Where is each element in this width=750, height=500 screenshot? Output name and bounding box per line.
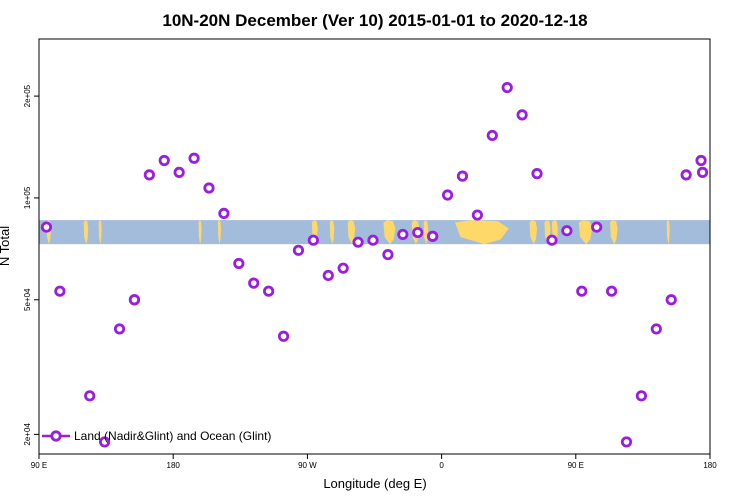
land-segment: [423, 220, 429, 245]
data-point: [576, 285, 588, 297]
land-segment: [578, 220, 593, 245]
x-tick-label: 90 E: [31, 461, 47, 470]
land-segment: [217, 220, 221, 245]
land-segment: [83, 220, 89, 245]
data-point: [188, 152, 200, 164]
land-segment: [329, 220, 335, 245]
land-segment: [198, 220, 202, 245]
data-point: [218, 207, 230, 220]
data-point: [277, 330, 290, 342]
x-axis-label: Longitude (deg E): [323, 476, 426, 491]
x-tick-label: 180: [167, 461, 181, 470]
data-point: [591, 221, 603, 233]
data-point: [54, 285, 66, 297]
data-point: [143, 169, 155, 181]
chart-title: 10N-20N December (Ver 10) 2015-01-01 to …: [162, 11, 587, 30]
legend-label: Land (Nadir&Glint) and Ocean (Glint): [74, 429, 271, 443]
data-point: [501, 81, 513, 94]
y-tick-label: 5e+04: [23, 288, 32, 311]
data-point: [367, 234, 379, 246]
data-point: [486, 129, 498, 142]
x-tick-label: 180: [703, 461, 717, 470]
data-point: [605, 285, 618, 297]
data-point: [263, 285, 275, 297]
data-point: [248, 277, 260, 289]
data-point: [158, 154, 170, 167]
data-point: [352, 236, 364, 248]
y-tick-label: 1e+05: [23, 186, 32, 209]
data-point: [441, 189, 454, 201]
data-point: [99, 436, 111, 448]
data-point: [665, 294, 677, 306]
data-point: [203, 182, 215, 194]
land-segment: [347, 220, 356, 245]
data-point: [40, 221, 53, 233]
data-point: [680, 169, 692, 181]
y-axis-label: N Total: [0, 226, 12, 266]
data-point: [173, 166, 185, 178]
plot-frame: [38, 38, 711, 455]
land-segment: [98, 220, 102, 245]
data-point: [322, 269, 334, 282]
data-point: [696, 166, 709, 178]
data-point: [412, 226, 424, 239]
data-point: [546, 234, 558, 246]
data-point: [561, 225, 573, 237]
data-point: [128, 294, 141, 306]
y-axis: 2e+04 5e+04 1e+05 2e+05: [23, 84, 39, 446]
data-point: [516, 109, 528, 121]
x-tick-label: 0: [439, 461, 444, 470]
y-tick-label: 2e+04: [23, 423, 32, 446]
data-point: [307, 234, 319, 246]
x-tick-label: 90 W: [298, 461, 317, 470]
data-point: [233, 257, 245, 270]
data-point: [337, 262, 349, 274]
data-point: [397, 228, 409, 241]
x-axis: 90 E 180 90 W 0 90 E 180: [31, 454, 717, 470]
data-point: [84, 390, 96, 402]
data-point: [650, 323, 662, 335]
data-point: [382, 248, 394, 261]
land-segment: [529, 220, 538, 245]
legend-marker: [50, 430, 62, 442]
data-point: [620, 436, 633, 448]
data-point: [292, 244, 305, 256]
y-tick-label: 2e+05: [23, 84, 32, 107]
x-tick-label: 90 E: [568, 461, 584, 470]
data-point: [113, 323, 126, 335]
land-segment: [455, 220, 509, 245]
data-point: [695, 154, 707, 167]
data-point: [427, 230, 439, 242]
land-segment: [610, 220, 618, 245]
data-point: [456, 170, 469, 182]
data-point: [635, 390, 648, 402]
data-points: [40, 81, 709, 448]
data-point: [471, 209, 483, 221]
data-point: [531, 168, 543, 180]
land-segment: [666, 220, 670, 245]
legend: Land (Nadir&Glint) and Ocean (Glint): [42, 429, 271, 443]
land-segment: [383, 220, 396, 245]
